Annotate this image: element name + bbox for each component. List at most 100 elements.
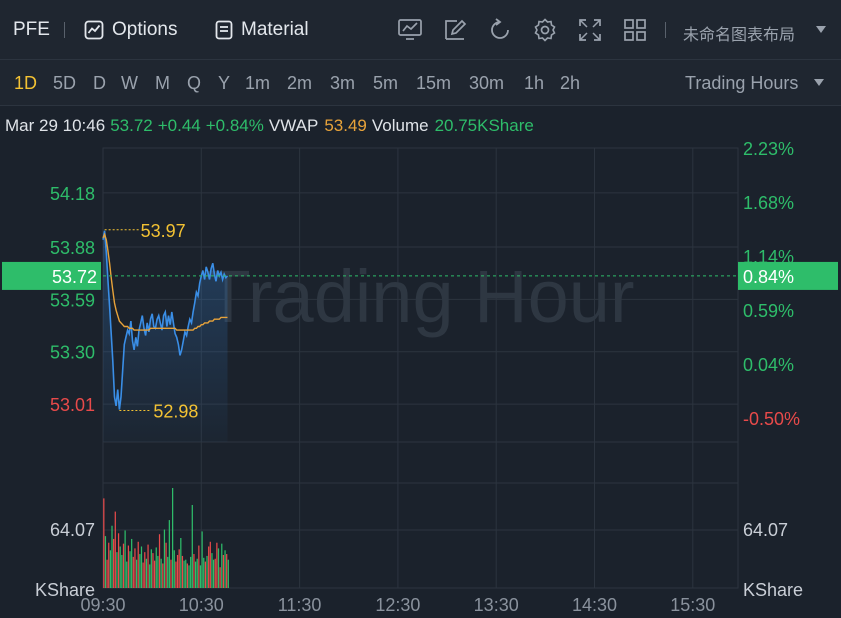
- volume-bar: [203, 557, 205, 588]
- left-axis-tick: 53.01: [50, 395, 95, 415]
- volume-bar: [162, 563, 164, 588]
- period-day[interactable]: D: [93, 73, 106, 93]
- volume-bar: [217, 548, 220, 588]
- x-axis-tick: 10:30: [179, 595, 224, 615]
- x-axis-tick: 14:30: [572, 595, 617, 615]
- chevron-down-icon[interactable]: [816, 26, 826, 33]
- volume-bar: [212, 559, 215, 588]
- period-month[interactable]: M: [155, 73, 170, 93]
- volume-bar: [199, 565, 202, 588]
- period-2m[interactable]: 2m: [287, 73, 313, 93]
- quote-change-pct: +0.84%: [205, 116, 264, 135]
- period-3m[interactable]: 3m: [330, 73, 356, 93]
- volume-bar: [122, 543, 125, 588]
- price-series: 53.97 52.98: [102, 221, 738, 442]
- volume-bar: [185, 559, 187, 588]
- volume-bar: [219, 567, 221, 588]
- right-axis-tick: 2.23%: [743, 139, 794, 159]
- right-axis-tick: 0.04%: [743, 355, 794, 375]
- volume-bar: [196, 558, 198, 588]
- period-1m[interactable]: 1m: [245, 73, 271, 93]
- volume-bar: [211, 553, 213, 588]
- x-axis-tick: 09:30: [80, 595, 125, 615]
- period-year[interactable]: Y: [218, 73, 231, 93]
- volume-bar: [206, 555, 208, 588]
- volume-value: 20.75KShare: [434, 116, 534, 135]
- vwap-label: VWAP: [268, 116, 319, 135]
- volume-bar: [144, 552, 146, 588]
- volume-bar: [134, 548, 136, 588]
- volume-bar: [114, 511, 116, 588]
- volume-bar: [158, 534, 161, 588]
- volume-unit-right: KShare: [743, 580, 803, 600]
- volume-bar: [109, 550, 111, 588]
- period-bar: 1D 5D D W M Q Y 1m 2m 3m 5m 15m 30m 1h 2…: [0, 60, 841, 106]
- chart-icon[interactable]: [397, 17, 423, 43]
- material-button[interactable]: Material: [215, 17, 309, 43]
- period-1d[interactable]: 1D: [14, 73, 38, 93]
- volume-bar: [150, 549, 152, 588]
- volume-bar: [168, 520, 170, 588]
- refresh-icon[interactable]: [487, 17, 513, 43]
- draw-icon[interactable]: [442, 17, 468, 43]
- volume-bar: [214, 558, 216, 588]
- volume-bar: [188, 565, 190, 588]
- period-5d[interactable]: 5D: [53, 73, 77, 93]
- volume-bar: [175, 561, 177, 588]
- layout-name-dropdown[interactable]: 未命名图表布局: [683, 27, 796, 44]
- volume-bar: [209, 541, 211, 588]
- volume-bar: [152, 553, 154, 588]
- quote-price: 53.72: [110, 116, 153, 135]
- grid-layout-icon[interactable]: [622, 17, 648, 43]
- volume-label: Volume: [371, 116, 429, 135]
- period-1h[interactable]: 1h: [524, 73, 545, 93]
- volume-bar: [227, 559, 229, 588]
- left-axis-tick: 53.30: [50, 343, 95, 363]
- quote-change: +0.44: [157, 116, 201, 135]
- quote-info-line: Mar 29 10:46 53.72 +0.44 +0.84% VWAP 53.49 Vol…: [5, 116, 539, 136]
- left-axis-tick: 53.59: [50, 290, 95, 310]
- period-15m[interactable]: 15m: [416, 73, 452, 93]
- period-week[interactable]: W: [121, 73, 138, 93]
- volume-bar: [119, 546, 121, 588]
- vwap-value: 53.49: [324, 116, 367, 135]
- toolbar-divider: [64, 22, 65, 38]
- volume-bar: [127, 545, 130, 588]
- volume-bar: [126, 561, 128, 588]
- price-area: [103, 230, 228, 442]
- volume-bar: [121, 554, 123, 588]
- period-2h[interactable]: 2h: [560, 73, 581, 93]
- period-quarter[interactable]: Q: [187, 73, 202, 93]
- volume-bar: [226, 554, 228, 588]
- left-axis-tick: 53.88: [50, 238, 95, 258]
- volume-bar: [193, 554, 195, 588]
- volume-bar: [140, 546, 143, 588]
- volume-bar: [124, 530, 126, 588]
- trading-hours-dropdown[interactable]: Trading Hours: [685, 73, 799, 93]
- volume-bar: [165, 542, 167, 588]
- volume-bar: [155, 547, 157, 588]
- watermark: Trading Hour: [205, 255, 634, 338]
- period-30m[interactable]: 30m: [469, 73, 505, 93]
- x-axis-tick: 12:30: [375, 595, 420, 615]
- options-button[interactable]: Options: [84, 17, 177, 43]
- volume-bars: [103, 488, 229, 588]
- volume-bar: [170, 559, 172, 588]
- current-pct-tag: [738, 261, 838, 290]
- quote-datetime: Mar 29 10:46: [5, 116, 106, 135]
- gear-icon[interactable]: [532, 17, 558, 43]
- chevron-down-icon[interactable]: [814, 79, 824, 86]
- x-axis-tick: 13:30: [474, 595, 519, 615]
- symbol-label[interactable]: PFE: [13, 19, 50, 40]
- options-label: Options: [112, 19, 178, 40]
- volume-bar: [113, 538, 115, 588]
- period-5m[interactable]: 5m: [373, 73, 399, 93]
- volume-bar: [117, 533, 120, 588]
- current-price-value: 53.72: [52, 267, 97, 287]
- volume-bar: [176, 554, 179, 588]
- volume-bar: [104, 536, 107, 588]
- fullscreen-icon[interactable]: [577, 17, 603, 43]
- volume-bar: [103, 498, 105, 588]
- volume-bar: [131, 538, 133, 588]
